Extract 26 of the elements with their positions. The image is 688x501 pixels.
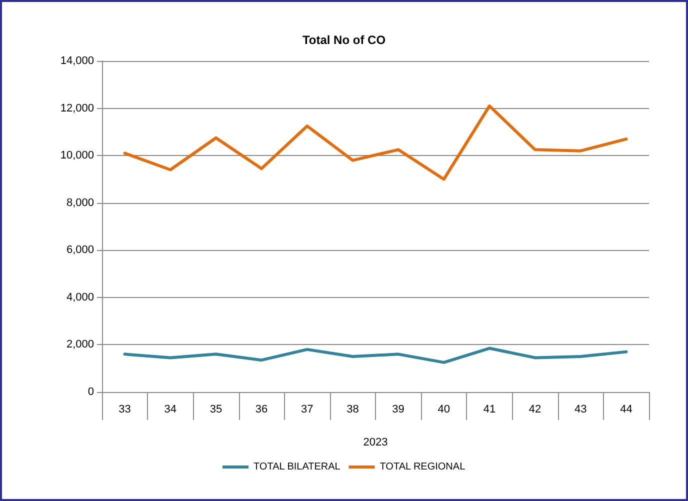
x-tick-label: 37	[301, 404, 314, 416]
x-tick-label: 35	[210, 404, 222, 416]
x-axis-title: 2023	[363, 436, 388, 448]
y-tick-label: 4,000	[66, 291, 94, 304]
y-tick-label: 14,000	[60, 55, 94, 67]
y-tick-label: 2,000	[66, 338, 94, 351]
x-tick-label: 33	[118, 404, 131, 416]
y-tick-label: 0	[88, 386, 94, 398]
x-tick-label: 41	[483, 404, 496, 416]
y-tick-label: 6,000	[66, 244, 94, 256]
x-tick-label: 38	[346, 404, 359, 416]
legend-label: TOTAL BILATERAL	[253, 462, 341, 472]
y-tick-label: 12,000	[60, 102, 94, 114]
x-tick-label: 44	[620, 404, 632, 416]
legend-label: TOTAL REGIONAL	[380, 462, 466, 472]
chart-title: Total No of CO	[302, 33, 386, 47]
y-tick-label: 10,000	[60, 150, 94, 162]
x-tick-label: 43	[574, 404, 587, 416]
line-series	[123, 104, 628, 181]
x-tick-label: 40	[438, 404, 450, 416]
y-tick-label: 8,000	[66, 196, 94, 209]
line-series	[123, 346, 628, 364]
x-tick-label: 34	[164, 404, 176, 416]
x-tick-label: 36	[255, 404, 268, 416]
x-tick-label: 39	[392, 404, 404, 416]
x-tick-label: 42	[528, 404, 542, 416]
